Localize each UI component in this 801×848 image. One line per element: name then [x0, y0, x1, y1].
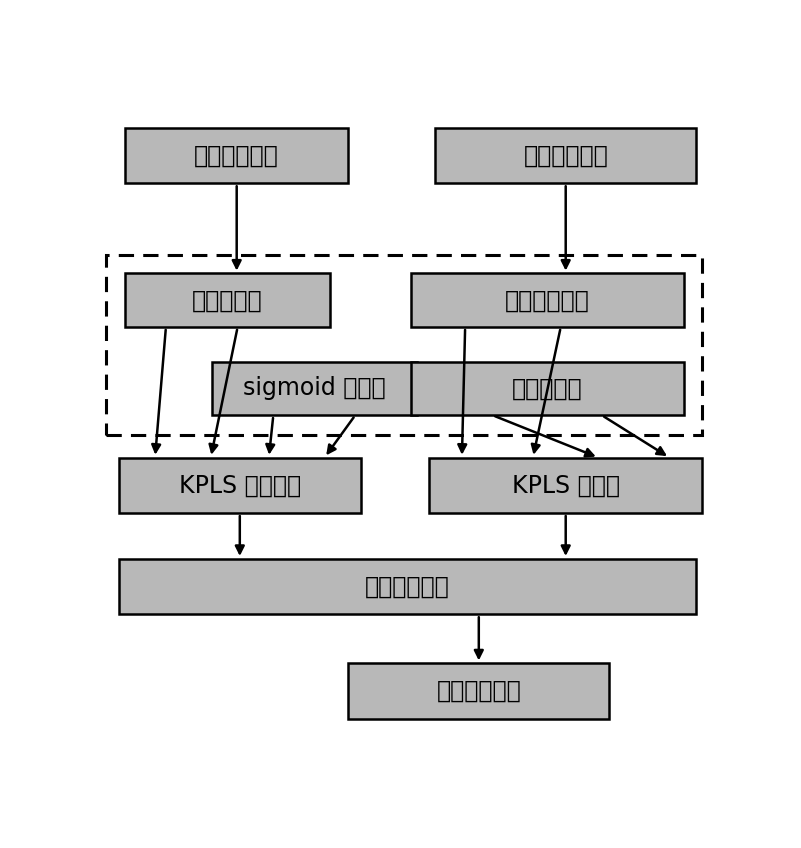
Text: sigmoid 核函数: sigmoid 核函数	[243, 377, 385, 400]
FancyBboxPatch shape	[125, 274, 330, 327]
FancyBboxPatch shape	[410, 361, 683, 416]
Text: 在线采样数据: 在线采样数据	[523, 143, 608, 168]
FancyBboxPatch shape	[125, 128, 348, 183]
FancyBboxPatch shape	[119, 559, 696, 614]
FancyBboxPatch shape	[348, 663, 609, 719]
Text: KPLS 预测値: KPLS 预测値	[512, 473, 620, 498]
FancyBboxPatch shape	[410, 274, 683, 327]
FancyBboxPatch shape	[436, 128, 696, 183]
Text: 正常工况数据: 正常工况数据	[195, 143, 279, 168]
FancyBboxPatch shape	[119, 458, 360, 513]
Text: 线性核函数: 线性核函数	[512, 377, 582, 400]
FancyBboxPatch shape	[429, 458, 702, 513]
Text: 多项式核函数: 多项式核函数	[505, 288, 590, 312]
Text: 反归一化处理: 反归一化处理	[437, 679, 521, 703]
Text: 最小二乘融合: 最小二乘融合	[365, 575, 450, 599]
FancyBboxPatch shape	[211, 361, 417, 416]
Text: 高斯核函数: 高斯核函数	[192, 288, 263, 312]
Text: KPLS 回归模型: KPLS 回归模型	[179, 473, 301, 498]
